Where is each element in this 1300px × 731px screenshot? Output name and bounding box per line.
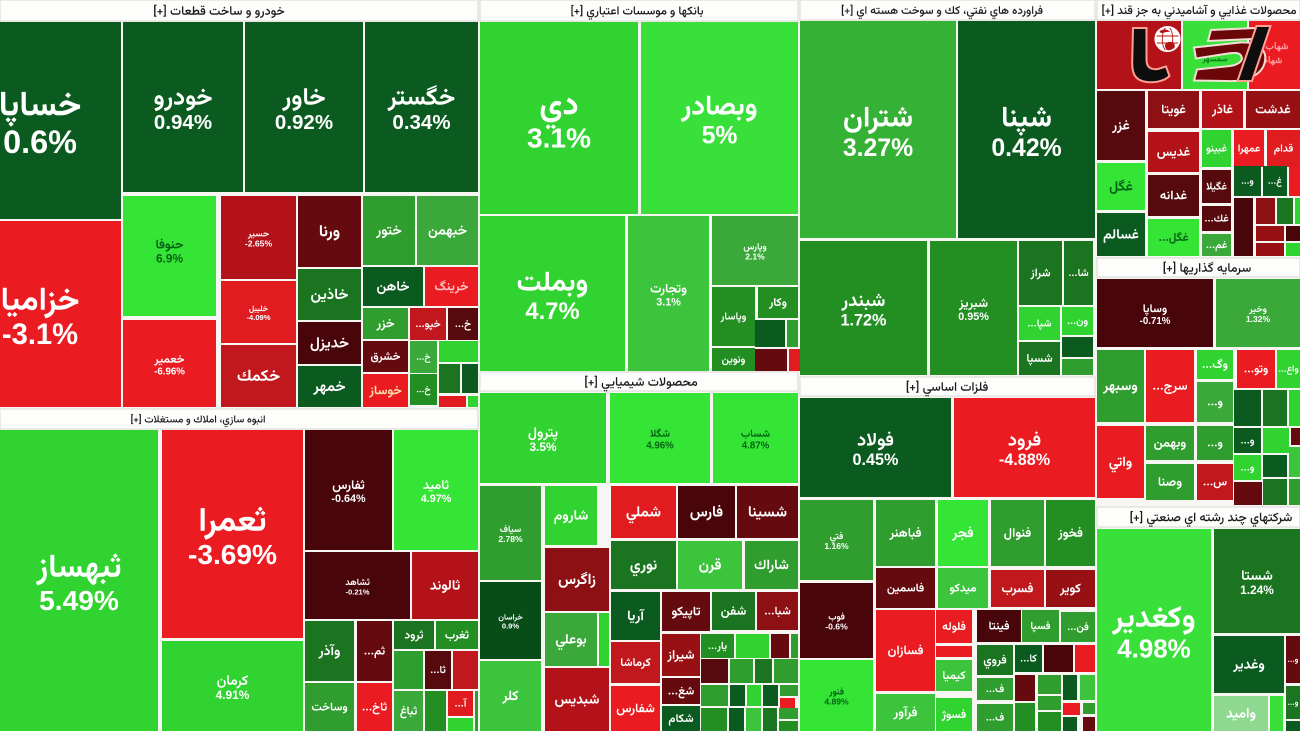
svg-text:3.1%: 3.1%: [656, 297, 681, 309]
svg-text:-0.71%: -0.71%: [1140, 316, 1171, 327]
svg-text:0.6%: 0.6%: [3, 124, 77, 160]
svg-text:-0.21%: -0.21%: [345, 587, 369, 596]
svg-text:4.98%: 4.98%: [1117, 636, 1190, 664]
svg-text:0.92%: 0.92%: [275, 111, 333, 134]
svg-text:3.1%: 3.1%: [527, 123, 591, 154]
svg-text:-4.09%: -4.09%: [246, 313, 270, 322]
svg-text:4.89%: 4.89%: [824, 697, 849, 707]
svg-text:1.72%: 1.72%: [841, 311, 887, 329]
svg-text:0.45%: 0.45%: [853, 451, 899, 469]
svg-text:2.1%: 2.1%: [745, 252, 765, 262]
svg-text:0.95%: 0.95%: [958, 311, 989, 323]
svg-text:شهاب: شهاب: [1266, 41, 1289, 52]
svg-text:1.24%: 1.24%: [1240, 583, 1274, 597]
svg-text:4.91%: 4.91%: [216, 688, 250, 702]
svg-text:-6.96%: -6.96%: [154, 366, 185, 377]
svg-text:0.42%: 0.42%: [991, 135, 1061, 162]
svg-text:4.87%: 4.87%: [742, 440, 770, 451]
svg-text:4.7%: 4.7%: [525, 298, 579, 325]
svg-text:5.49%: 5.49%: [39, 585, 119, 616]
svg-text:-2.65%: -2.65%: [245, 239, 273, 249]
svg-text:0.9%: 0.9%: [502, 622, 520, 631]
svg-text:-0.64%: -0.64%: [331, 493, 366, 505]
svg-text:4.97%: 4.97%: [421, 493, 452, 505]
svg-text:-3.1%: -3.1%: [2, 319, 78, 351]
svg-text:2.78%: 2.78%: [498, 534, 523, 544]
svg-text:-3.69%: -3.69%: [188, 539, 277, 570]
svg-text:1.16%: 1.16%: [824, 541, 849, 551]
svg-text:4.96%: 4.96%: [646, 440, 674, 451]
svg-text:3.5%: 3.5%: [529, 440, 557, 454]
svg-text:0.94%: 0.94%: [154, 111, 212, 134]
svg-text:5%: 5%: [702, 123, 738, 150]
svg-text:-0.6%: -0.6%: [825, 622, 848, 632]
svg-text:0.34%: 0.34%: [392, 111, 450, 134]
svg-text:-4.88%: -4.88%: [999, 451, 1050, 469]
svg-text:1.32%: 1.32%: [1246, 314, 1271, 324]
svg-text:شهاب: شهاب: [1260, 55, 1283, 66]
svg-text:6.9%: 6.9%: [156, 251, 184, 265]
svg-text:3.27%: 3.27%: [843, 135, 913, 162]
